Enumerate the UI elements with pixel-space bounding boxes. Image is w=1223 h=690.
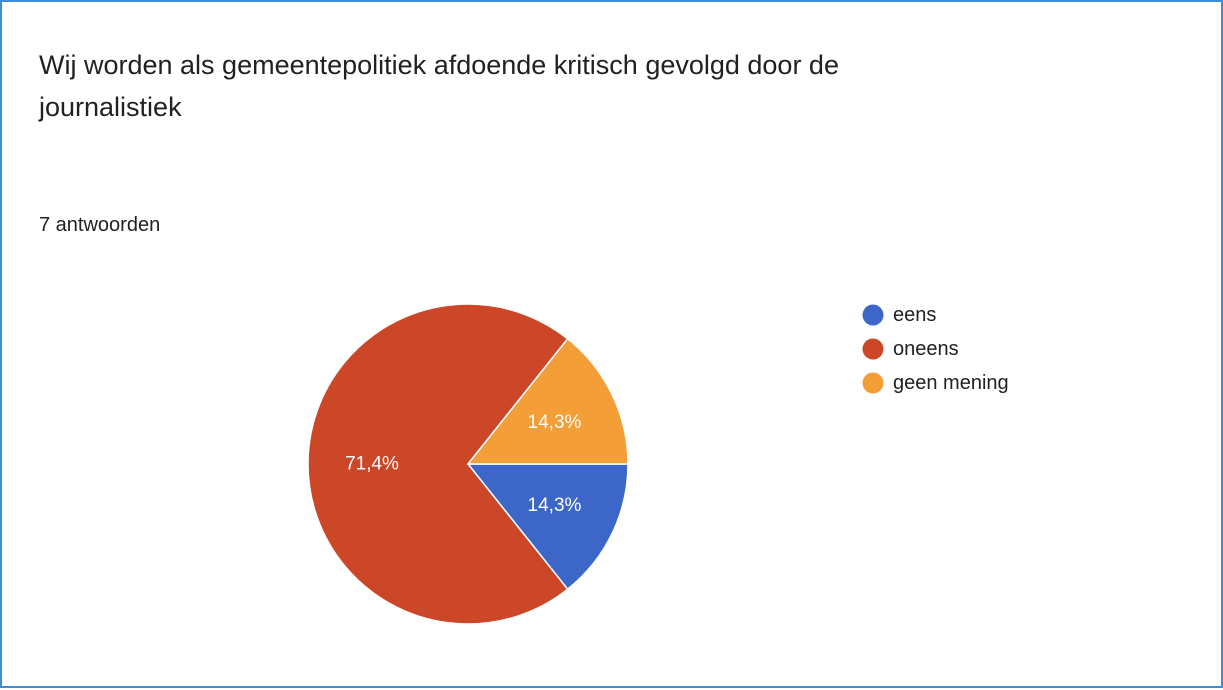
pie-slice-oneens xyxy=(307,303,569,625)
legend: eens oneens geen mening xyxy=(862,304,1009,394)
legend-marker-oneens xyxy=(862,338,884,360)
response-count: 7 antwoorden xyxy=(39,214,161,236)
slice-label-geen-mening: 14,3% xyxy=(528,412,582,433)
pie-slices xyxy=(307,303,629,625)
legend-marker-geen-mening xyxy=(862,372,884,394)
slice-label-eens: 14,3% xyxy=(528,495,582,516)
legend-label-oneens: oneens xyxy=(893,338,959,360)
legend-label-eens: eens xyxy=(893,304,936,326)
pie-slice-geen-mening xyxy=(466,337,629,465)
slice-label-oneens: 71,4% xyxy=(345,454,399,475)
legend-marker-eens xyxy=(862,304,884,326)
legend-label-geen-mening: geen mening xyxy=(893,372,1009,394)
pie-labels: 14,3% 71,4% 14,3% xyxy=(345,412,581,516)
chart-title: Wij worden als gemeentepolitiek afdoende… xyxy=(39,50,839,122)
pie-slice-eens xyxy=(466,463,629,591)
